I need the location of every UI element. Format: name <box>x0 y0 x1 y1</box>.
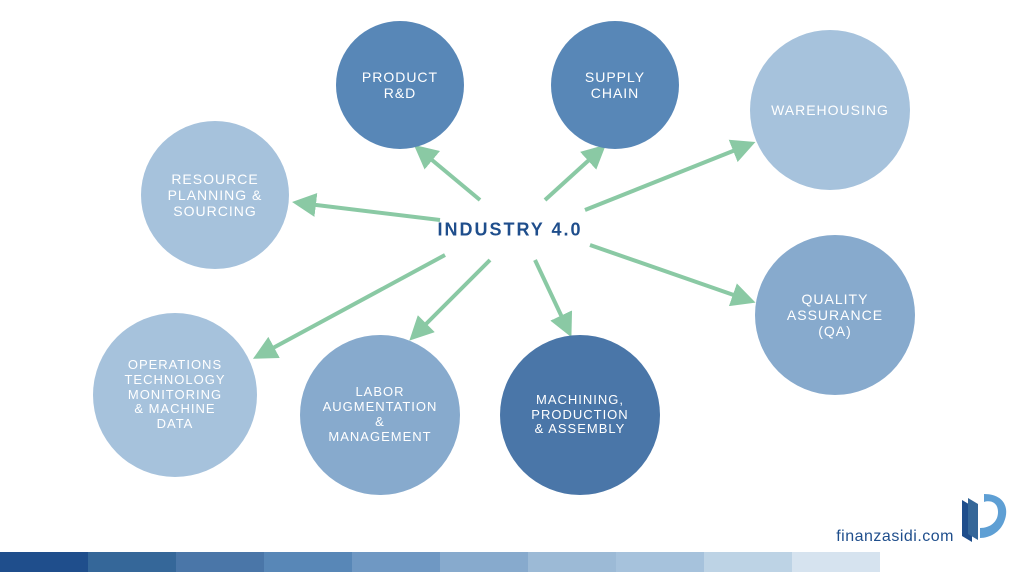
node-label: SUPPLY CHAIN <box>585 69 645 101</box>
node-labor-aug: LABOR AUGMENTATION & MANAGEMENT <box>300 335 460 495</box>
arrow-to-labor-aug <box>415 260 490 335</box>
node-supply-chain: SUPPLY CHAIN <box>551 21 679 149</box>
node-ops-tech: OPERATIONS TECHNOLOGY MONITORING & MACHI… <box>93 313 257 477</box>
diagram-stage: INDUSTRY 4.0 PRODUCT R&D SUPPLY CHAIN WARE… <box>0 0 1024 576</box>
node-label: QUALITY ASSURANCE (QA) <box>787 291 883 339</box>
node-label: RESOURCE PLANNING & SOURCING <box>168 171 263 219</box>
footer-bar-segment <box>264 552 352 572</box>
footer-bar-segment <box>704 552 792 572</box>
node-label: MACHINING, PRODUCTION & ASSEMBLY <box>531 393 628 438</box>
footer-bar-segment <box>440 552 528 572</box>
node-resource-planning: RESOURCE PLANNING & SOURCING <box>141 121 289 269</box>
node-quality-assurance: QUALITY ASSURANCE (QA) <box>755 235 915 395</box>
footer-bar-segment <box>792 552 880 572</box>
node-machining: MACHINING, PRODUCTION & ASSEMBLY <box>500 335 660 495</box>
brand-logo <box>954 488 1014 548</box>
footer-url: finanzasidi.com <box>836 528 954 546</box>
node-label: WAREHOUSING <box>771 102 889 118</box>
node-warehousing: WAREHOUSING <box>750 30 910 190</box>
node-label: PRODUCT R&D <box>362 69 438 101</box>
footer-bar-segment <box>176 552 264 572</box>
arrow-to-product-rd <box>420 150 480 200</box>
footer-color-bar <box>0 552 880 572</box>
footer-bar-segment <box>352 552 440 572</box>
arrow-to-machining <box>535 260 568 330</box>
node-label: OPERATIONS TECHNOLOGY MONITORING & MACHI… <box>124 358 225 433</box>
arrow-to-warehousing <box>585 145 748 210</box>
footer-bar-segment <box>616 552 704 572</box>
footer-bar-segment <box>0 552 88 572</box>
center-title: INDUSTRY 4.0 <box>437 220 582 241</box>
footer-bar-segment <box>88 552 176 572</box>
node-product-rd: PRODUCT R&D <box>336 21 464 149</box>
node-label: LABOR AUGMENTATION & MANAGEMENT <box>323 385 438 445</box>
arrow-to-supply-chain <box>545 150 600 200</box>
arrow-to-resource-planning <box>300 203 440 220</box>
footer-bar-segment <box>528 552 616 572</box>
arrow-to-quality-assurance <box>590 245 748 300</box>
